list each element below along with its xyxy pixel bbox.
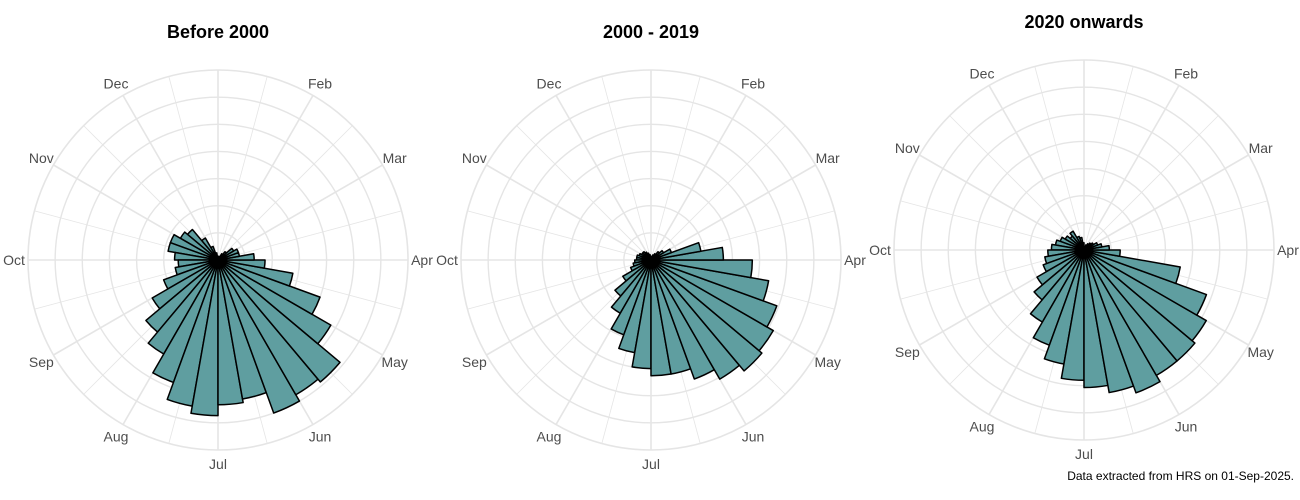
month-label-feb: Feb xyxy=(308,75,332,91)
month-label-dec: Dec xyxy=(537,75,562,91)
rose-bar xyxy=(1083,249,1121,258)
month-label-mar: Mar xyxy=(1249,140,1273,156)
polar-grid xyxy=(893,59,1275,441)
minor-spoke xyxy=(168,76,219,261)
month-label-oct: Oct xyxy=(3,252,25,268)
panel-title: Before 2000 xyxy=(167,22,269,42)
month-label-feb: Feb xyxy=(1174,65,1198,81)
month-label-nov: Nov xyxy=(462,150,487,166)
rose-bar xyxy=(650,255,653,261)
rose-bar xyxy=(1083,249,1181,285)
month-label-apr: Apr xyxy=(411,252,433,268)
month-label-jul: Jul xyxy=(209,456,227,472)
month-label-oct: Oct xyxy=(436,252,458,268)
month-label-may: May xyxy=(1247,344,1273,360)
panel-title: 2000 - 2019 xyxy=(603,22,699,42)
minor-spoke xyxy=(516,125,652,261)
major-spoke xyxy=(122,95,219,261)
minor-spoke xyxy=(1083,115,1219,251)
month-label-aug: Aug xyxy=(104,429,129,445)
minor-spoke xyxy=(650,125,786,261)
month-label-feb: Feb xyxy=(741,75,765,91)
major-spoke xyxy=(650,95,747,261)
panel-before-2000: Before 2000 Feb Mar Apr May Jun Jul Aug Sep Oct N… xyxy=(3,22,433,472)
month-label-sep: Sep xyxy=(895,344,920,360)
rose-bar xyxy=(650,259,770,302)
month-label-sep: Sep xyxy=(29,354,54,370)
month-label-dec: Dec xyxy=(104,75,129,91)
panel-title: 2020 onwards xyxy=(1024,12,1143,32)
month-label-sep: Sep xyxy=(462,354,487,370)
month-label-dec: Dec xyxy=(970,65,995,81)
rose-bar xyxy=(190,259,219,417)
minor-spoke xyxy=(1083,66,1134,251)
month-label-jul: Jul xyxy=(642,456,660,472)
month-label-mar: Mar xyxy=(383,150,407,166)
minor-spoke xyxy=(467,259,652,310)
month-label-jun: Jun xyxy=(1175,419,1198,435)
month-label-may: May xyxy=(814,354,840,370)
minor-spoke xyxy=(1034,66,1085,251)
month-label-apr: Apr xyxy=(844,252,866,268)
minor-spoke xyxy=(1083,200,1268,251)
minor-spoke xyxy=(467,210,652,261)
rose-bar xyxy=(217,259,266,269)
rose-bar xyxy=(1083,245,1086,251)
minor-spoke xyxy=(601,76,652,261)
month-label-nov: Nov xyxy=(29,150,54,166)
major-spoke xyxy=(650,164,816,261)
rose-bar xyxy=(217,259,301,414)
major-spoke xyxy=(486,164,652,261)
panel-2020-onwards: 2020 onwards Feb Mar Apr May Jun Jul Aug Sep Oct… xyxy=(869,12,1299,462)
major-spoke xyxy=(555,95,652,261)
rose-bar xyxy=(217,259,332,345)
month-label-jul: Jul xyxy=(1075,446,1093,462)
month-label-oct: Oct xyxy=(869,242,891,258)
month-label-aug: Aug xyxy=(970,419,995,435)
minor-spoke xyxy=(949,115,1085,251)
month-label-mar: Mar xyxy=(816,150,840,166)
minor-spoke xyxy=(650,76,701,261)
rose-bar xyxy=(217,259,341,383)
rose-bar xyxy=(217,255,220,261)
rose-bar xyxy=(173,251,219,261)
rose-bar xyxy=(167,241,219,261)
rose-bars xyxy=(610,241,778,380)
month-label-jun: Jun xyxy=(309,429,332,445)
rose-bar xyxy=(1083,249,1161,394)
rose-bar xyxy=(650,259,763,372)
rose-bars xyxy=(1029,230,1208,394)
rose-bar xyxy=(1083,249,1208,316)
rose-bars xyxy=(145,228,341,417)
minor-spoke xyxy=(217,210,402,261)
month-label-apr: Apr xyxy=(1277,242,1299,258)
month-label-jun: Jun xyxy=(742,429,765,445)
major-spoke xyxy=(217,95,314,261)
major-spoke xyxy=(1083,154,1249,251)
rose-bar xyxy=(650,259,754,279)
major-spoke xyxy=(217,164,383,261)
panel-2000-2019: 2000 - 2019 Feb Mar Apr May Jun Jul Aug Sep Oct N… xyxy=(436,22,866,472)
major-spoke xyxy=(919,154,1085,251)
data-source-caption: Data extracted from HRS on 01-Sep-2025. xyxy=(1067,469,1294,483)
month-label-may: May xyxy=(381,354,407,370)
month-label-aug: Aug xyxy=(537,429,562,445)
rose-bar xyxy=(650,259,778,328)
rose-bar xyxy=(1083,249,1207,342)
rose-bar xyxy=(217,259,321,316)
minor-spoke xyxy=(217,125,353,261)
major-spoke xyxy=(1083,85,1180,251)
rose-bar xyxy=(650,259,774,352)
minor-spoke xyxy=(217,76,268,261)
month-label-nov: Nov xyxy=(895,140,920,156)
rose-bar xyxy=(217,259,294,287)
rose-bar xyxy=(1083,249,1196,362)
minor-spoke xyxy=(900,200,1085,251)
major-spoke xyxy=(988,85,1085,251)
